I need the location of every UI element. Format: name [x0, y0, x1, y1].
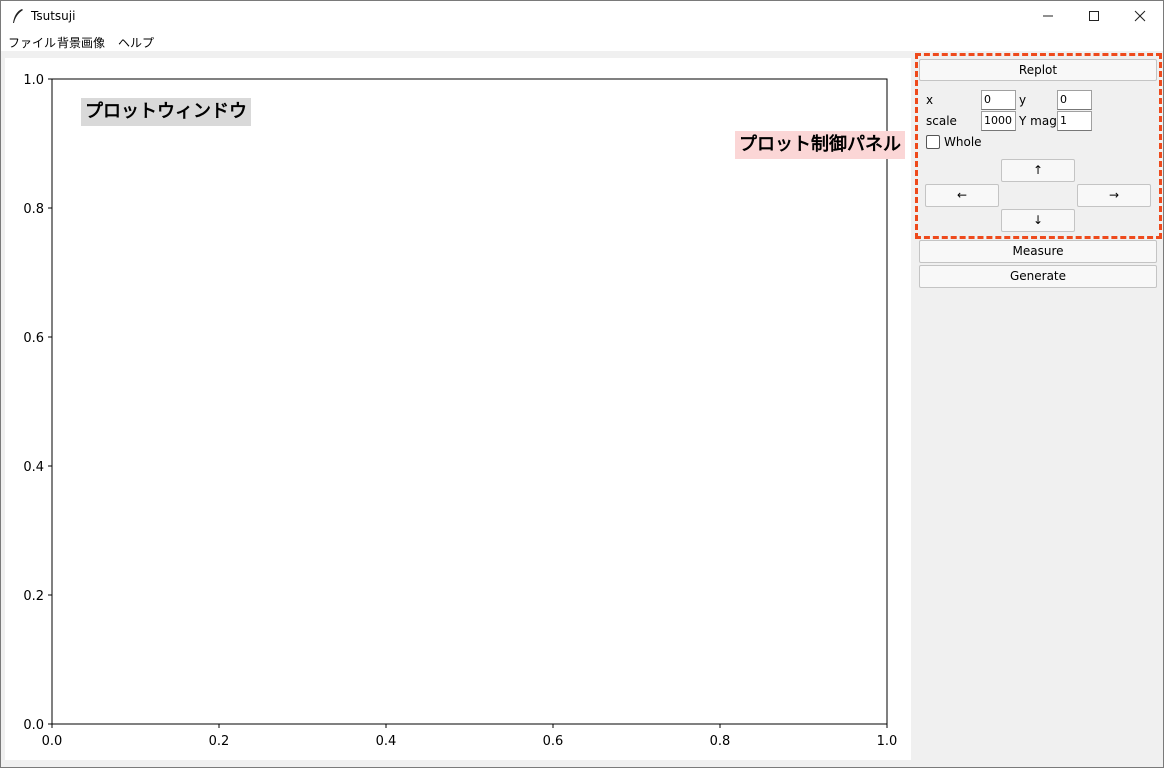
y-tick-label: 0.4	[23, 460, 44, 475]
y-input[interactable]: 0	[1057, 90, 1092, 110]
control-panel-highlight	[915, 53, 1162, 239]
scale-label: scale	[926, 114, 957, 128]
x-tick-label: 0.8	[710, 734, 731, 749]
x-tick-label: 0.6	[543, 734, 564, 749]
y-tick-label: 0.0	[23, 718, 44, 733]
axes-frame	[51, 78, 888, 725]
close-icon	[1134, 10, 1146, 22]
x-label: x	[926, 93, 934, 107]
ymag-input[interactable]: 1	[1057, 111, 1092, 131]
generate-button[interactable]: Generate	[919, 265, 1157, 288]
x-tick-label: 0.0	[42, 734, 63, 749]
whole-label: Whole	[944, 135, 982, 149]
down-button[interactable]: ↓	[1001, 209, 1075, 232]
feather-icon	[11, 8, 25, 24]
x-tick-label: 0.4	[376, 734, 397, 749]
plot-canvas: 0.0 0.2 0.4 0.6 0.8 1.0 0.0 0.2 0.4 0.6 0.8 1.0	[23, 73, 898, 749]
up-button[interactable]: ↑	[1001, 159, 1075, 182]
y-tick-label: 1.0	[23, 73, 44, 88]
menu-bar: ファイル 背景画像 ヘルプ	[1, 32, 1163, 51]
y-tick-label: 0.6	[23, 331, 44, 346]
plot-window-annotation: プロットウィンドウ	[81, 98, 251, 126]
x-input[interactable]: 0	[981, 90, 1016, 110]
menu-file[interactable]: ファイル	[8, 36, 57, 50]
y-label: y	[1019, 93, 1027, 107]
left-button[interactable]: ←	[925, 184, 999, 207]
x-tick-label: 0.2	[209, 734, 230, 749]
y-tick-label: 0.2	[23, 589, 44, 604]
window-title: Tsutsuji	[31, 9, 76, 23]
scale-input[interactable]: 1000	[981, 111, 1016, 131]
ymag-label: Y mag.	[1019, 114, 1061, 128]
plot-window[interactable]: 0.0 0.2 0.4 0.6 0.8 1.0 0.0 0.2 0.4 0.6 0.8 1.0	[5, 58, 911, 760]
control-panel-annotation: プロット制御パネル	[735, 131, 905, 159]
x-tick-label: 1.0	[877, 734, 898, 749]
y-tick-label: 0.8	[23, 202, 44, 217]
minimize-icon	[1043, 15, 1053, 17]
title-bar: Tsutsuji	[1, 1, 1163, 32]
menu-help[interactable]: ヘルプ	[118, 36, 155, 50]
measure-button[interactable]: Measure	[919, 240, 1157, 263]
replot-button[interactable]: Replot	[919, 59, 1157, 81]
maximize-button[interactable]	[1071, 1, 1117, 32]
close-button[interactable]	[1117, 1, 1163, 32]
minimize-button[interactable]	[1025, 1, 1071, 32]
menu-background-image[interactable]: 背景画像	[57, 36, 106, 50]
whole-checkbox[interactable]	[926, 135, 940, 149]
right-button[interactable]: →	[1077, 184, 1151, 207]
maximize-icon	[1089, 11, 1099, 21]
